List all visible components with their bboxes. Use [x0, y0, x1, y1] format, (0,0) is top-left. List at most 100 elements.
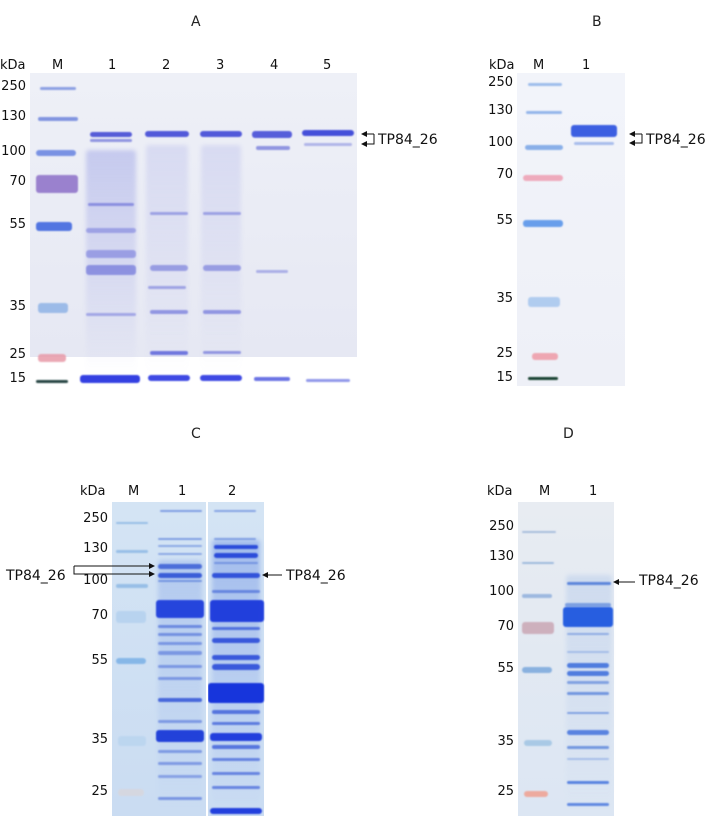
lane-smear: [201, 145, 241, 375]
protein-band: [254, 377, 290, 381]
protein-band: [256, 146, 290, 150]
protein-band: [158, 762, 202, 765]
panel-c-letter: C: [191, 426, 201, 442]
panel-b-mw-label: 35: [496, 291, 513, 306]
protein-band: [214, 538, 256, 540]
protein-band: [200, 131, 242, 137]
protein-band: [210, 733, 262, 741]
protein-band: [256, 270, 288, 273]
panel-a-mw-label: 55: [9, 217, 26, 232]
protein-band: [40, 87, 76, 90]
panel-a-mw-label: 15: [9, 371, 26, 386]
panel-d-mw-label: 100: [489, 584, 514, 599]
protein-band: [214, 545, 258, 549]
protein-band: [304, 143, 352, 146]
protein-band: [302, 130, 354, 136]
panel-c-mw-label: 25: [91, 784, 108, 799]
protein-band: [214, 510, 256, 512]
protein-band: [158, 775, 202, 778]
protein-band: [212, 772, 260, 775]
protein-band: [214, 553, 258, 558]
protein-band: [567, 781, 609, 784]
panel-a-letter: A: [191, 14, 201, 30]
panel-b-mw-label: 70: [496, 167, 513, 182]
panel-d-mw-label: 35: [497, 734, 514, 749]
panel-c-mw-label: 55: [91, 653, 108, 668]
protein-band: [574, 142, 614, 145]
protein-band: [158, 580, 202, 582]
lane-smear: [212, 540, 260, 810]
protein-band: [158, 538, 202, 540]
panel-b-kda-label: kDa: [489, 58, 515, 73]
protein-band: [528, 297, 560, 307]
protein-band: [214, 562, 258, 564]
protein-band: [116, 658, 146, 664]
protein-band: [210, 808, 262, 814]
protein-band: [567, 712, 609, 714]
protein-band: [567, 681, 609, 684]
protein-band: [567, 671, 609, 676]
panel-c-tp84-26-label: TP84_26: [6, 568, 66, 584]
protein-band: [158, 553, 202, 555]
panel-d-kda-label: kDa: [487, 484, 513, 499]
panel-d-tp84-26-label: TP84_26: [639, 573, 699, 589]
protein-band: [252, 131, 292, 138]
protein-band: [36, 150, 76, 156]
protein-band: [158, 625, 202, 628]
panel-a-mw-label: 100: [1, 144, 26, 159]
protein-band: [528, 83, 562, 86]
protein-band: [203, 351, 241, 354]
protein-band: [208, 683, 264, 703]
panel-d-mw-label: 55: [497, 661, 514, 676]
panel-a-tp84-26-label: TP84_26: [378, 132, 438, 148]
panel-a-lane-label: 4: [270, 58, 279, 73]
panel-d-mw-label: 25: [497, 784, 514, 799]
protein-band: [36, 222, 72, 231]
protein-band: [90, 139, 132, 142]
panel-c-mw-label: 70: [91, 608, 108, 623]
panel-c-mw-label: 35: [91, 732, 108, 747]
panel-b-mw-label: 55: [496, 213, 513, 228]
protein-band: [36, 380, 68, 383]
protein-band: [86, 265, 136, 275]
protein-band: [306, 379, 350, 382]
protein-band: [86, 228, 136, 233]
protein-band: [200, 375, 242, 381]
protein-band: [158, 698, 202, 702]
panel-b-tp84-26-label: TP84_26: [646, 132, 706, 148]
panel-d-letter: D: [563, 426, 574, 442]
protein-band: [116, 522, 148, 524]
protein-band: [567, 663, 609, 668]
panel-d-mw-label: 250: [489, 519, 514, 534]
protein-band: [212, 758, 260, 761]
protein-band: [212, 664, 260, 670]
protein-band: [526, 111, 562, 114]
lane-smear: [86, 150, 136, 375]
lane-divider: [206, 502, 208, 816]
panel-d-lane-label: 1: [589, 484, 598, 499]
protein-band: [532, 353, 558, 360]
protein-band: [203, 310, 241, 314]
protein-band: [212, 573, 260, 578]
protein-band: [158, 651, 202, 655]
panel-a-bracket-arrow-icon: [361, 131, 375, 147]
panel-c-left-arrow-icon: [73, 563, 155, 577]
panel-c-mw-label: 250: [83, 511, 108, 526]
protein-band: [212, 627, 260, 630]
protein-band: [150, 351, 188, 355]
protein-band: [116, 550, 148, 553]
protein-band: [212, 655, 260, 660]
panel-a-lane-label: 5: [323, 58, 332, 73]
protein-band: [80, 375, 140, 383]
protein-band: [148, 286, 186, 289]
panel-a-kda-label: kDa: [0, 58, 26, 73]
protein-band: [203, 212, 241, 215]
panel-c-tp84-26-label: TP84_26: [286, 568, 346, 584]
protein-band: [528, 377, 558, 380]
panel-b-letter: B: [592, 14, 602, 30]
panel-a-lane-label: M: [52, 58, 64, 73]
panel-a-gel: [30, 73, 357, 357]
protein-band: [158, 797, 202, 800]
protein-band: [522, 562, 554, 564]
protein-band: [523, 220, 563, 227]
